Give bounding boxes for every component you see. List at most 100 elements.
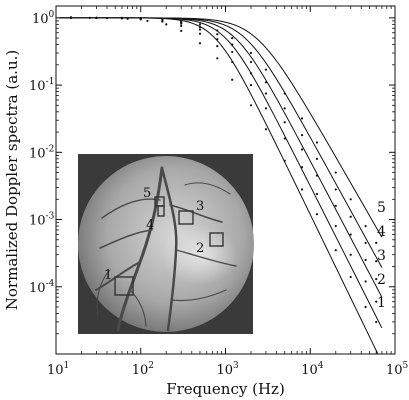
series-2-point-13	[315, 192, 319, 196]
y-tick-label-1: 10-1	[29, 77, 54, 94]
series-5-point-0	[69, 16, 73, 19]
series-1-point-11	[264, 128, 268, 131]
series-1-point-7	[198, 42, 202, 45]
series-5-point-7	[216, 29, 219, 32]
series-4-point-10	[264, 81, 268, 84]
series-3-point-11	[283, 121, 286, 124]
y-tick-label-3: 10-3	[29, 212, 55, 229]
inset-vessels	[95, 166, 237, 332]
x-tick-label-0: 101	[47, 361, 69, 378]
roi-box-3	[178, 210, 194, 225]
series-2-point-8	[231, 60, 234, 64]
curve-label-5: 5	[377, 200, 386, 216]
series-5-point-16	[364, 224, 367, 228]
series-4-point-11	[283, 107, 286, 110]
series-2-point-12	[300, 166, 304, 169]
series-1-point-4	[146, 19, 149, 23]
axes: 101 102 103 104 105 100 10-1 10-2 10-3 10-4 Freque…	[3, 5, 409, 398]
series-4-point-16	[364, 241, 367, 244]
series-3-point-6	[198, 28, 202, 31]
series-2-point-15	[349, 253, 352, 256]
series-5-point-1	[95, 16, 98, 19]
series-4-point-7	[216, 33, 219, 36]
roi-label-3: 3	[196, 199, 204, 214]
series-5-point-10	[264, 68, 268, 71]
series-1-point-9	[231, 78, 234, 81]
series-5-point-3	[139, 17, 142, 20]
series-2-point-5	[180, 24, 183, 27]
series-4-point-14	[334, 188, 337, 191]
roi-box-1	[114, 276, 134, 296]
series-3-point-9	[249, 72, 253, 75]
x-tick-label-3: 104	[301, 361, 324, 378]
series-5-point-5	[180, 19, 183, 23]
series-3-point-10	[264, 92, 268, 95]
series-3-point-15	[349, 233, 352, 236]
curve-label-1: 1	[377, 295, 386, 311]
inset-bright-spot	[162, 225, 238, 285]
x-tick-label-4: 105	[386, 361, 409, 378]
series-1-point-12	[283, 159, 286, 162]
x-axis-label: Frequency (Hz)	[166, 380, 285, 398]
roi-label-1: 1	[104, 268, 112, 283]
series-line-5	[59, 17, 383, 238]
series-4-point-6	[198, 25, 202, 29]
roi-box-2	[209, 232, 224, 247]
series-5-point-9	[249, 51, 253, 55]
curve-label-3: 3	[377, 248, 386, 264]
roi-label-4: 4	[146, 218, 154, 233]
series-1-point-8	[216, 57, 219, 60]
series-1-point-10	[249, 104, 253, 107]
y-tick-label-0: 100	[32, 10, 55, 27]
series-4-point-8	[231, 43, 234, 46]
series-3-point-7	[216, 38, 219, 41]
series-5-point-14	[334, 171, 337, 174]
roi-box-5	[154, 196, 165, 207]
series-2-point-7	[216, 44, 219, 48]
series-3-point-12	[300, 148, 304, 151]
series-5-point-6	[198, 23, 202, 26]
series-3-point-16	[364, 258, 367, 262]
series-2-point-17	[375, 300, 378, 303]
series-3-point-14	[334, 204, 337, 207]
series-3-point-13	[315, 174, 319, 177]
series-5-point-11	[283, 92, 286, 95]
series-4-point-9	[249, 60, 253, 64]
plot-area: 1 2 3 4 5	[59, 16, 386, 354]
series-2-point-14	[334, 224, 337, 228]
inset-roi-boxes	[114, 196, 224, 296]
series-5-point-4	[161, 17, 164, 21]
series-1-point-16	[349, 275, 352, 279]
series-2-point-6	[198, 32, 202, 35]
series-4-point-12	[300, 134, 304, 137]
series-5-point-8	[231, 36, 234, 40]
inset-roi-labels: 1 2 3 4 5	[104, 186, 204, 283]
x-tick-label-1: 102	[132, 361, 154, 378]
inset-vessel-image: 1 2 3 4 5	[78, 154, 254, 334]
y-tick-label-4: 10-4	[29, 279, 55, 296]
series-1-point-5	[165, 23, 168, 26]
series-5-point-2	[120, 16, 124, 19]
series-2-point-16	[364, 280, 367, 283]
roi-label-2: 2	[196, 241, 204, 256]
series-2-point-11	[283, 137, 286, 140]
y-tick-label-2: 10-2	[29, 144, 54, 161]
roi-label-5: 5	[143, 186, 151, 201]
series-5-point-12	[300, 117, 304, 120]
series-5-point-15	[349, 198, 352, 201]
series-2-point-10	[264, 107, 268, 110]
series-1-point-17	[364, 305, 367, 309]
x-tick-label-2: 103	[217, 361, 240, 378]
series-1-point-18	[375, 320, 378, 324]
series-4-point-13	[315, 157, 319, 160]
series-3-point-8	[231, 50, 234, 54]
curve-label-4: 4	[377, 224, 386, 240]
series-3-point-17	[375, 278, 378, 281]
curve-label-2: 2	[377, 272, 386, 288]
series-1-point-6	[180, 29, 183, 32]
series-group	[59, 16, 383, 354]
y-axis-label: Normalized Doppler spectra (a.u.)	[3, 50, 21, 310]
series-4-point-17	[375, 260, 378, 263]
series-1-point-13	[300, 188, 304, 191]
